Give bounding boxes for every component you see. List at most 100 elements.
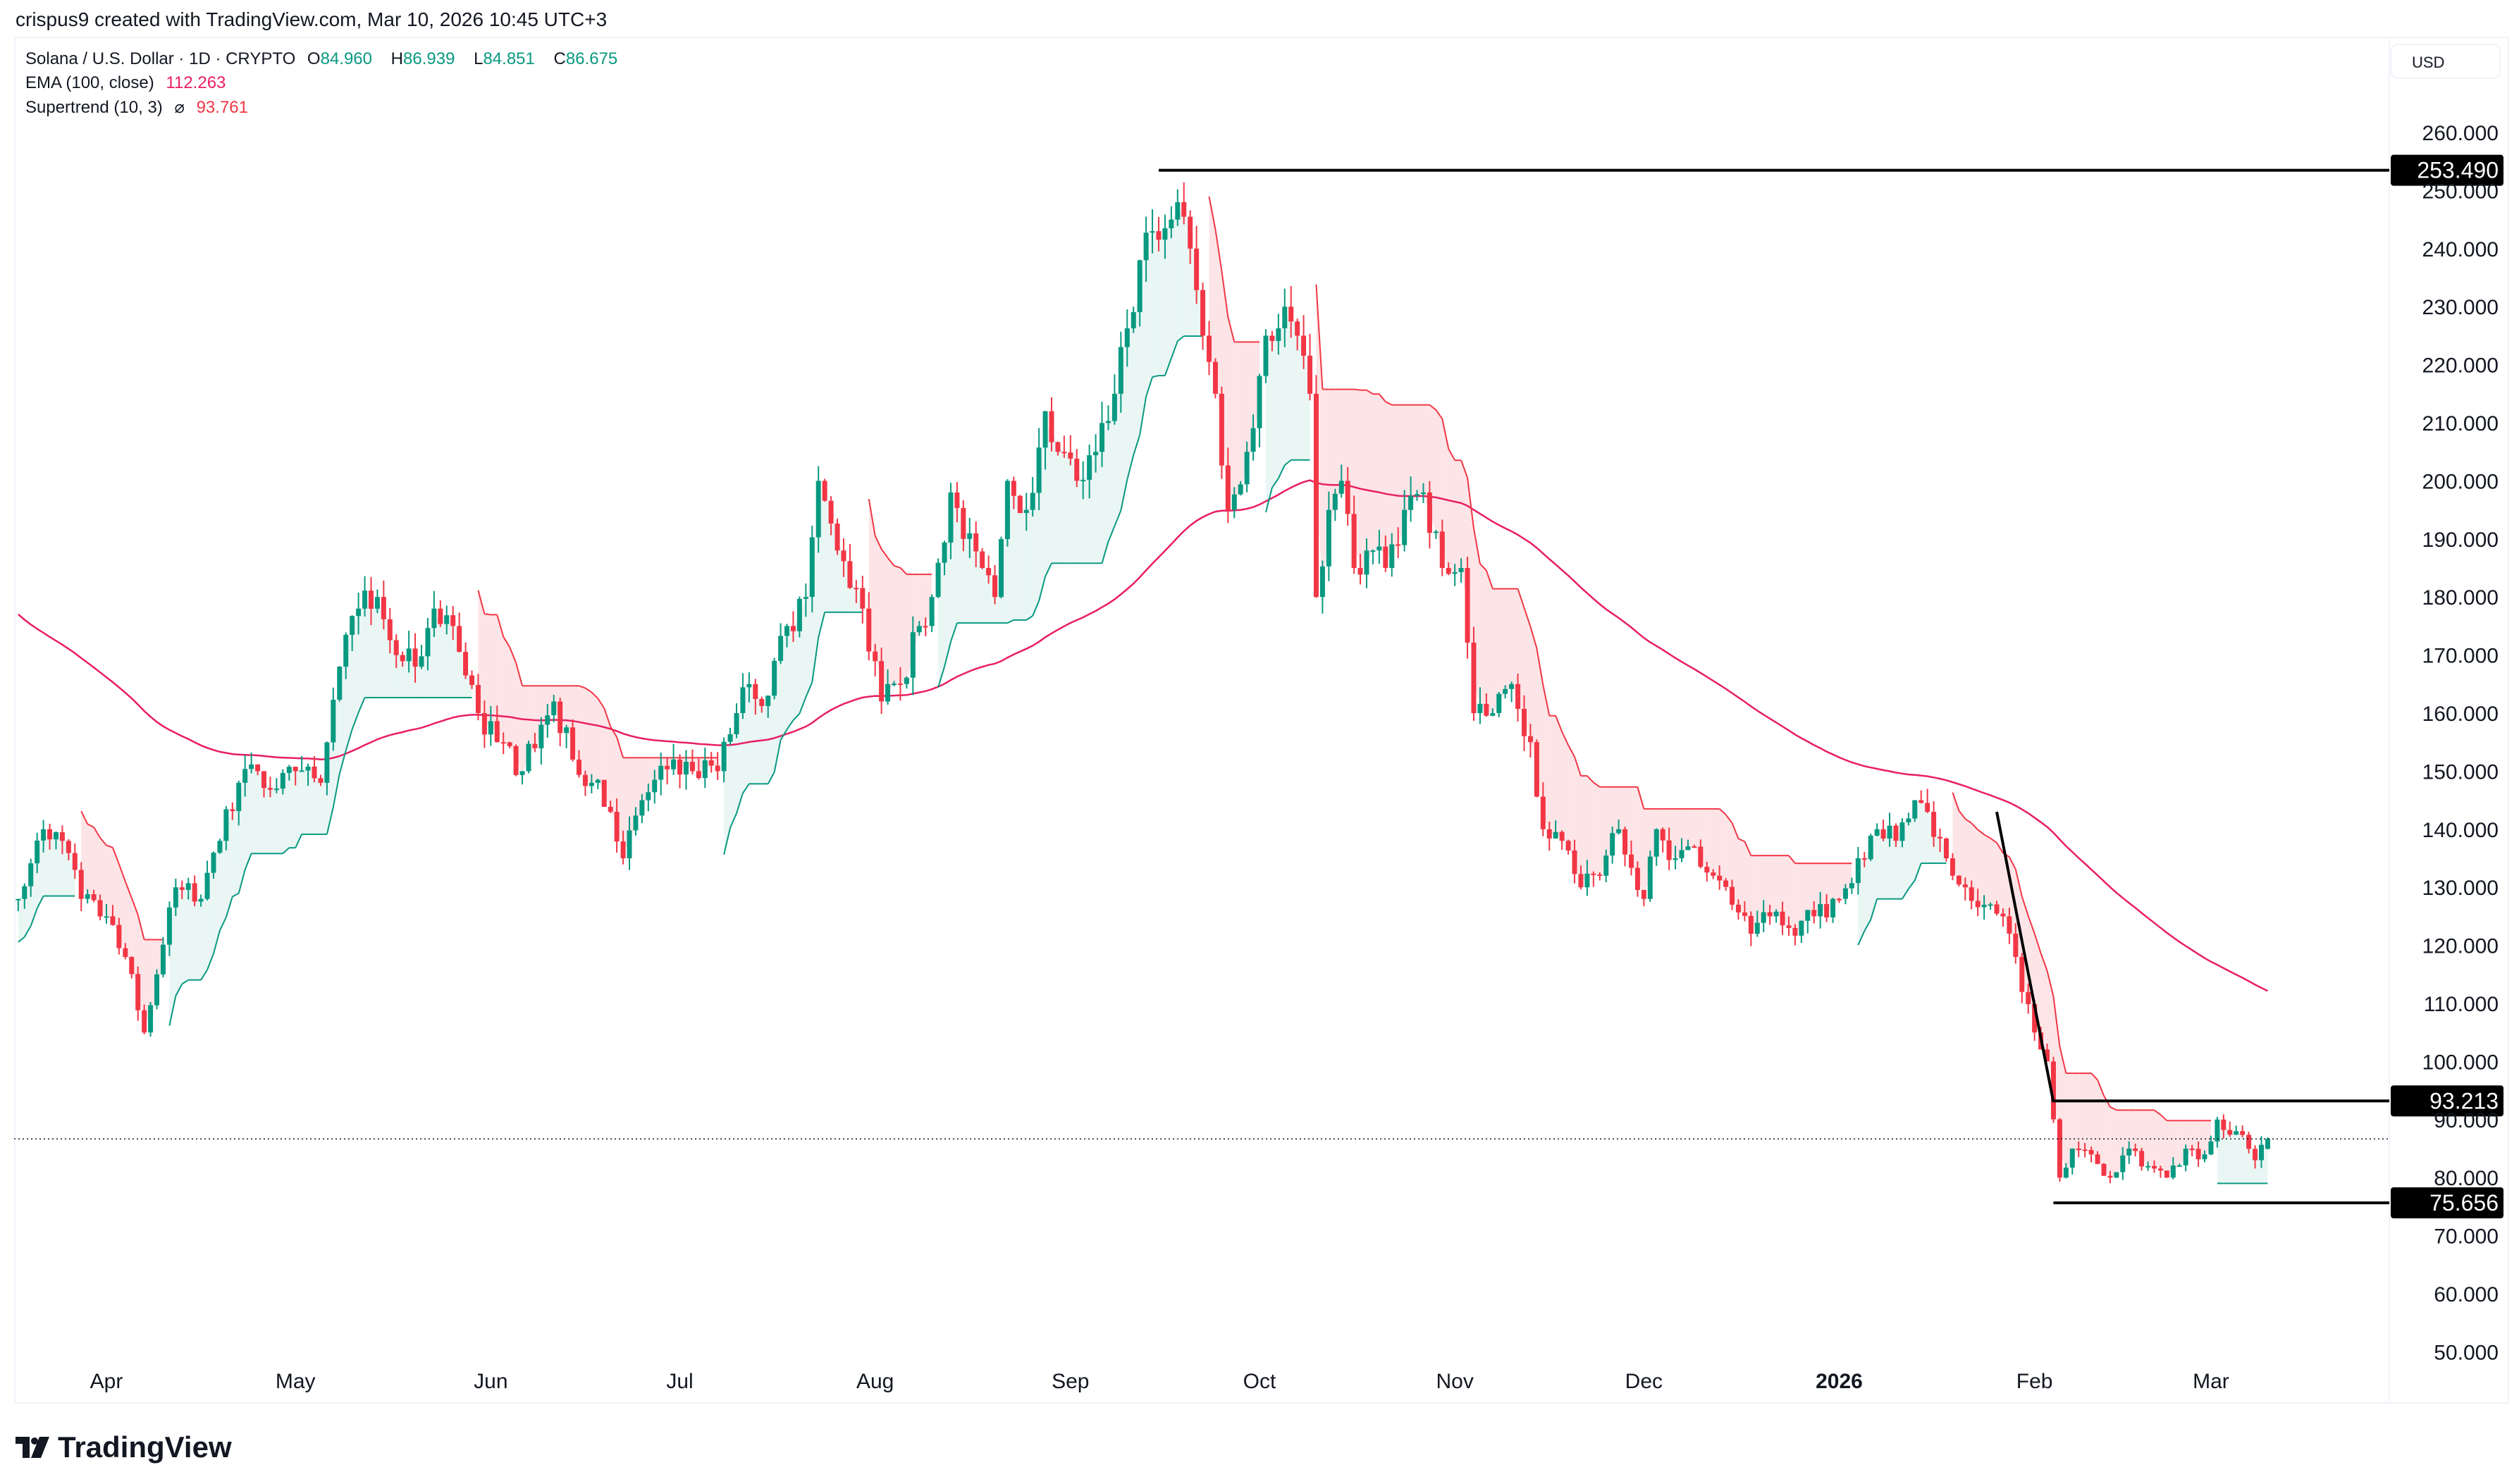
y-tick-label: 70.000: [2434, 1225, 2499, 1249]
candle-body: [1162, 228, 1168, 240]
candle-body: [2227, 1130, 2233, 1135]
candle-body: [1030, 493, 1035, 510]
candle: [1496, 691, 1502, 717]
x-tick-label: Sep: [1052, 1370, 1089, 1393]
candle: [2145, 1161, 2151, 1171]
supertrend-uptrend-fill: [1877, 832, 1884, 899]
candle-body: [66, 841, 71, 853]
candle: [78, 862, 84, 911]
candle-body: [677, 759, 683, 775]
supertrend-uptrend-fill: [1895, 831, 1902, 899]
logo-text: TradingView: [58, 1430, 232, 1464]
tradingview-logo-icon: [16, 1437, 49, 1458]
candle-body: [1653, 829, 1659, 857]
candle-body: [2157, 1168, 2163, 1171]
candle-body: [261, 771, 266, 789]
candle-body: [1503, 688, 1508, 694]
candle: [1861, 852, 1867, 867]
supertrend-uptrend-fill: [1076, 469, 1083, 564]
candle-body: [35, 840, 40, 864]
candle: [753, 679, 758, 715]
candle: [1622, 827, 1628, 867]
candle: [1565, 839, 1571, 855]
close-label: C: [553, 49, 566, 68]
candle-body: [1692, 846, 1697, 848]
chart-panel[interactable]: [14, 37, 2509, 1404]
candle-body: [1748, 915, 1754, 934]
candle: [110, 905, 116, 926]
candle: [954, 482, 960, 523]
candle-body: [53, 831, 58, 840]
candle-body: [59, 831, 65, 841]
supertrend-down-segment: [1214, 229, 1223, 271]
candle: [16, 898, 21, 912]
candle-body: [1319, 566, 1325, 598]
supertrend-uptrend-fill: [1070, 455, 1077, 564]
candle-body: [897, 684, 903, 686]
candle-body: [2221, 1119, 2227, 1130]
supertrend-down-segment: [2110, 1106, 2117, 1111]
candle: [841, 538, 846, 577]
x-tick-label: Oct: [1243, 1370, 1276, 1393]
candle-body: [500, 742, 506, 744]
tradingview-logo[interactable]: TradingView: [16, 1430, 232, 1464]
supertrend-uptrend-fill: [270, 789, 277, 854]
supertrend-down-segment: [1472, 528, 1481, 564]
supertrend-downtrend-fill: [1455, 460, 1462, 574]
candle: [1049, 397, 1054, 452]
supertrend-up-segment: [742, 783, 750, 794]
supertrend-uptrend-fill: [1158, 234, 1165, 376]
candle-body: [860, 588, 866, 609]
candle-body: [538, 724, 544, 748]
candle: [419, 645, 424, 669]
candle-body: [374, 597, 380, 609]
candle-body: [1880, 829, 1886, 839]
candle: [1546, 822, 1552, 851]
supertrend-up-segment: [1857, 930, 1866, 946]
supertrend-uptrend-fill: [433, 616, 441, 698]
candle-body: [620, 841, 626, 858]
candle: [292, 767, 298, 786]
supertrend-up-segment: [1045, 562, 1052, 577]
supertrend-uptrend-fill: [1291, 314, 1298, 460]
candle: [1080, 461, 1086, 500]
supertrend-downtrend-fill: [1498, 588, 1505, 704]
candle: [1855, 846, 1861, 895]
candle-body: [2202, 1154, 2207, 1160]
supertrend-uptrend-fill: [1102, 421, 1109, 564]
y-tick-label: 230.000: [2422, 296, 2499, 319]
candle-body: [2265, 1139, 2270, 1149]
candle: [431, 590, 437, 637]
candle: [627, 816, 632, 870]
candle-body: [148, 1005, 154, 1033]
candle: [2082, 1143, 2088, 1158]
supertrend-down-segment: [1593, 781, 1601, 788]
candle-body: [1415, 494, 1420, 496]
candle: [135, 966, 141, 1021]
candle: [1194, 225, 1200, 304]
candle-body: [545, 715, 550, 725]
supertrend-up-segment: [736, 793, 744, 814]
candle-body: [929, 597, 935, 626]
candle-body: [1408, 495, 1414, 510]
candle-body: [2240, 1131, 2246, 1135]
supertrend-uptrend-fill: [201, 886, 208, 980]
ema-legend[interactable]: EMA (100, close) 112.263: [25, 73, 233, 93]
candle: [765, 695, 771, 718]
supertrend-uptrend-fill: [1057, 447, 1064, 564]
candle-body: [1540, 796, 1546, 829]
candle: [97, 894, 103, 920]
currency-button[interactable]: USD: [2391, 44, 2501, 79]
candle: [425, 617, 431, 671]
candle-body: [2164, 1170, 2169, 1178]
candle: [47, 824, 53, 850]
supertrend-legend[interactable]: Supertrend (10, 3) ⌀ 93.761: [25, 97, 255, 118]
supertrend-uptrend-fill: [182, 886, 189, 984]
supertrend-up-segment: [207, 953, 214, 970]
candle-body: [1754, 922, 1760, 934]
y-tick-label: 130.000: [2422, 877, 2499, 900]
candle-body: [110, 916, 116, 925]
candle-body: [1591, 873, 1596, 875]
candle: [1313, 375, 1319, 598]
